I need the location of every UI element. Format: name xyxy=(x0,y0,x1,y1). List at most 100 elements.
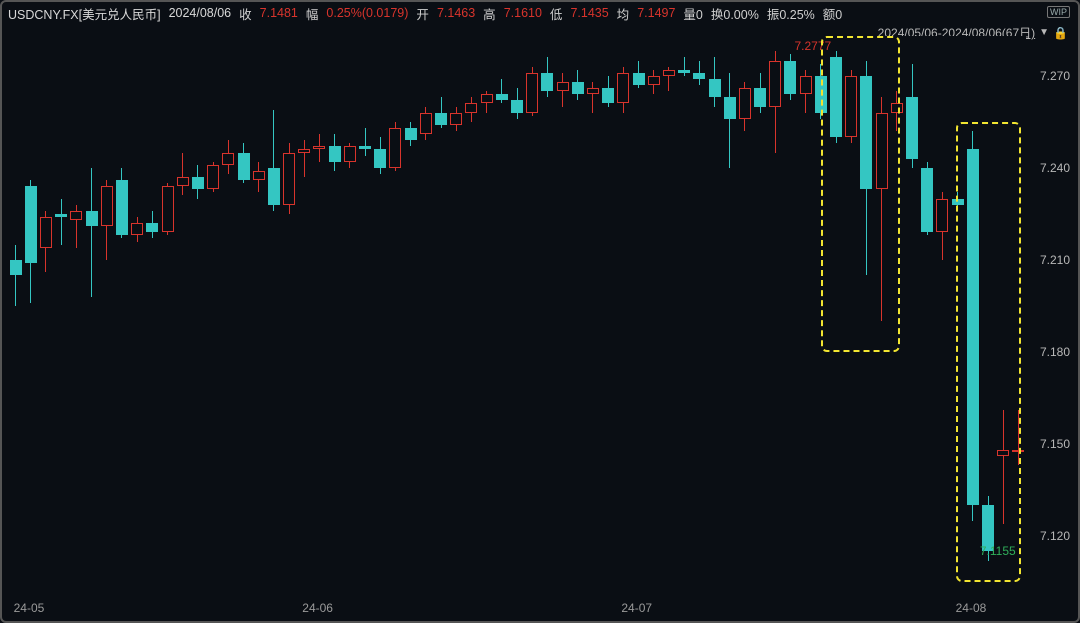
candle-body xyxy=(769,61,781,107)
y-axis: 7.120 7.150 7.180 7.210 7.240 7.270 xyxy=(1024,36,1072,582)
candle-wick xyxy=(304,140,305,177)
candle-body xyxy=(541,73,553,91)
candle-body xyxy=(663,70,675,76)
candle-body xyxy=(344,146,356,161)
candle-body xyxy=(906,97,918,158)
x-tick: 24-06 xyxy=(302,601,333,615)
candle-body xyxy=(268,168,280,205)
candle-wick xyxy=(729,73,730,168)
candle-body xyxy=(405,128,417,140)
y-tick: 7.150 xyxy=(1022,437,1070,451)
candle-body xyxy=(617,73,629,104)
candle-body xyxy=(465,103,477,112)
candle-body xyxy=(70,211,82,220)
candle-body xyxy=(86,211,98,226)
candle-body xyxy=(116,180,128,235)
candle-body xyxy=(222,153,234,165)
candlestick-chart[interactable]: 7.27777.1155 xyxy=(8,36,1026,582)
candle-body xyxy=(329,146,341,161)
ticker-header: USDCNY.FX[美元兑人民币] 2024/08/06 收7.1481 幅0.… xyxy=(8,4,1072,22)
wip-badge: WIP xyxy=(1047,6,1070,18)
candle-body xyxy=(10,260,22,275)
candle-body xyxy=(678,70,690,73)
open-value: 7.1463 xyxy=(437,6,475,20)
candle-body xyxy=(435,113,447,125)
chart-window: USDCNY.FX[美元兑人民币] 2024/08/06 收7.1481 幅0.… xyxy=(0,0,1080,623)
high-value: 7.1610 xyxy=(504,6,542,20)
x-tick: 24-05 xyxy=(14,601,45,615)
candle-body xyxy=(101,186,113,226)
candle-body xyxy=(709,79,721,97)
candle-body xyxy=(192,177,204,189)
candle-body xyxy=(450,113,462,125)
candle-body xyxy=(800,76,812,94)
candle-body xyxy=(420,113,432,134)
candle-body xyxy=(55,214,67,217)
candle-body xyxy=(374,149,386,167)
candle-body xyxy=(526,73,538,113)
candle-body xyxy=(359,146,371,149)
candle-body xyxy=(739,88,751,119)
candle-body xyxy=(754,88,766,106)
highlight-box xyxy=(956,122,1021,582)
avg-value: 7.1497 xyxy=(637,6,675,20)
candle-body xyxy=(313,146,325,149)
candle-body xyxy=(784,61,796,95)
vol-label: 量0 xyxy=(683,4,702,23)
candle-body xyxy=(572,82,584,94)
candle-wick xyxy=(91,168,92,297)
low-value: 7.1435 xyxy=(570,6,608,20)
candle-body xyxy=(238,153,250,181)
close-label: 收 xyxy=(239,4,252,23)
symbol: USDCNY.FX[美元兑人民币] xyxy=(8,4,161,23)
candle-wick xyxy=(365,128,366,156)
turn-label: 换0.00% xyxy=(711,4,759,23)
candle-body xyxy=(207,165,219,190)
candle-wick xyxy=(15,245,16,306)
candle-body xyxy=(162,186,174,232)
candle-body xyxy=(557,82,569,91)
candle-body xyxy=(496,94,508,100)
x-axis: 24-05 24-06 24-07 24-08 xyxy=(8,595,1026,615)
candle-body xyxy=(724,97,736,118)
candle-body xyxy=(389,128,401,168)
candle-body xyxy=(693,73,705,79)
candle-wick xyxy=(182,153,183,196)
candle-body xyxy=(648,76,660,85)
candle-body xyxy=(633,73,645,85)
y-tick: 7.270 xyxy=(1022,69,1070,83)
y-tick: 7.120 xyxy=(1022,529,1070,543)
candle-wick xyxy=(684,57,685,75)
candle-body xyxy=(298,149,310,152)
avg-label: 均 xyxy=(617,4,630,23)
high-label: 高 xyxy=(483,4,496,23)
candle-body xyxy=(177,177,189,186)
change-label: 幅 xyxy=(306,4,319,23)
candle-body xyxy=(283,153,295,205)
header-date: 2024/08/06 xyxy=(169,6,232,20)
candle-wick xyxy=(61,199,62,245)
x-tick: 24-08 xyxy=(956,601,987,615)
candle-wick xyxy=(592,82,593,113)
candle-body xyxy=(40,217,52,248)
amt-label: 额0 xyxy=(823,4,842,23)
y-tick: 7.240 xyxy=(1022,161,1070,175)
candle-body xyxy=(587,88,599,94)
candle-body xyxy=(921,168,933,232)
y-tick: 7.180 xyxy=(1022,345,1070,359)
candle-body xyxy=(253,171,265,180)
candle-body xyxy=(131,223,143,235)
candle-body xyxy=(511,100,523,112)
close-value: 7.1481 xyxy=(260,6,298,20)
candle-body xyxy=(481,94,493,103)
amp-label: 振0.25% xyxy=(767,4,815,23)
low-label: 低 xyxy=(550,4,563,23)
x-tick: 24-07 xyxy=(621,601,652,615)
candle-body xyxy=(146,223,158,232)
y-tick: 7.210 xyxy=(1022,253,1070,267)
candle-body xyxy=(936,199,948,233)
open-label: 开 xyxy=(416,4,429,23)
candle-body xyxy=(602,88,614,103)
candle-body xyxy=(25,186,37,263)
highlight-box xyxy=(821,36,900,352)
